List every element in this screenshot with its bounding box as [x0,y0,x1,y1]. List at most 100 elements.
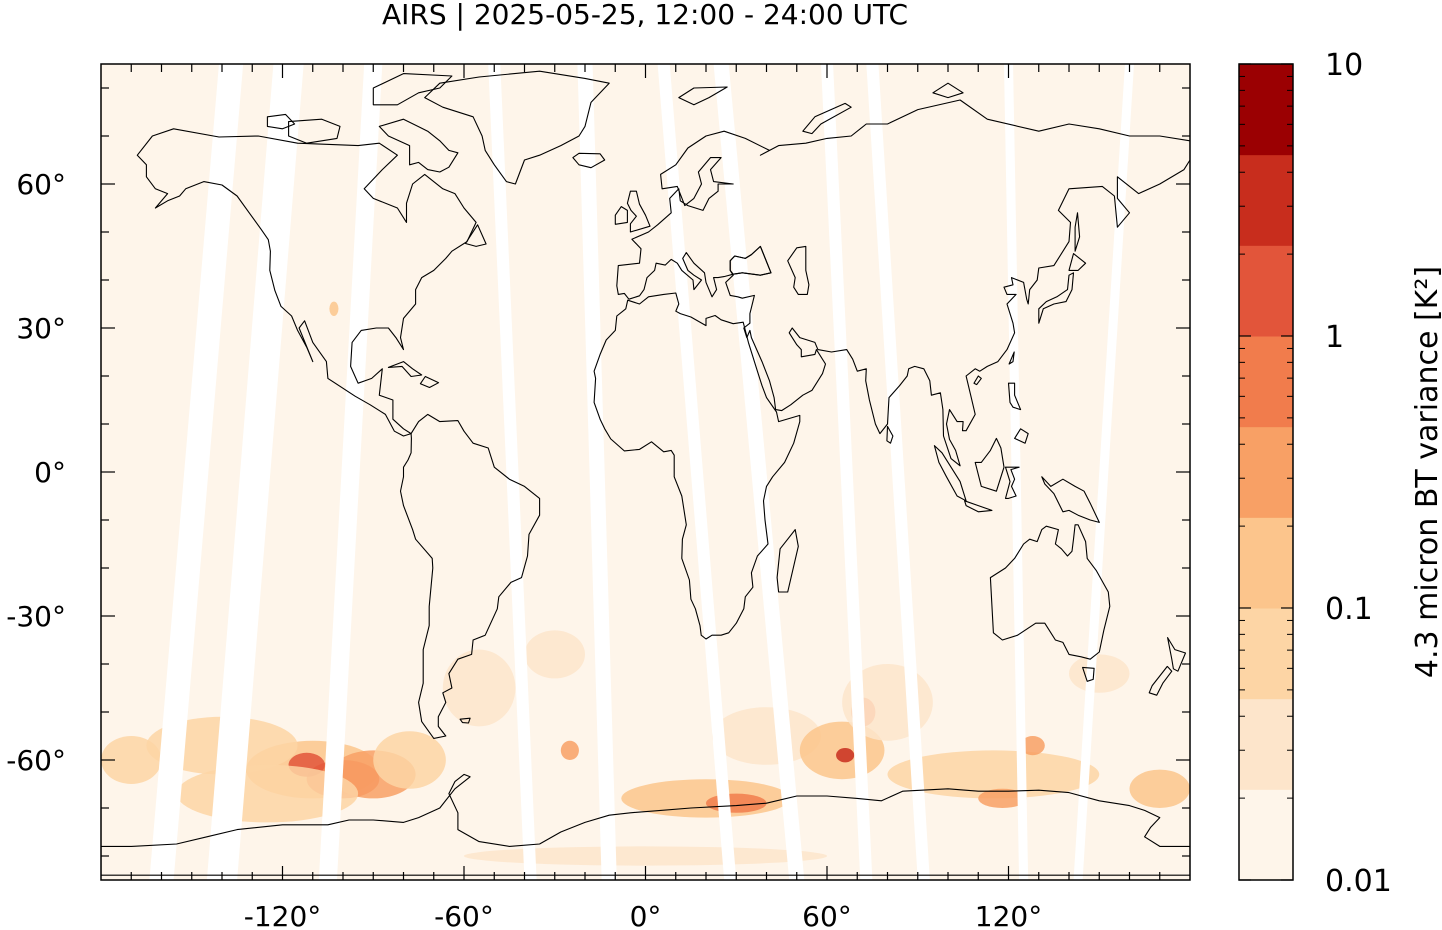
coastline-hainan [973,375,982,386]
variance-patch-7 [373,731,446,789]
lon-tick-label: -120° [244,900,322,930]
variance-patch-17 [887,750,1100,799]
lat-tick-label: 60° [16,168,66,201]
map-ticks [101,64,1190,880]
swath-gap-2 [318,64,383,880]
coastline-north-america [136,128,477,437]
lon-tick-label: -60° [434,900,494,930]
map-plot-area [101,64,1190,880]
coastline-antarctica [101,773,1190,876]
swath-gap-5 [657,64,737,880]
coastline-iceland [572,152,606,169]
variance-patch-18 [978,788,1027,809]
coastline-japan [1038,272,1075,324]
coastline-south-america [399,413,541,739]
swath-gap-1 [206,64,304,880]
coastline-tasmania [1082,666,1095,682]
coastline-philippines-mindanao [1014,428,1029,444]
lon-tick-label: 60° [802,900,852,930]
variance-patch-21 [1069,654,1130,693]
coastline-hispaniola [419,375,440,389]
coastline-black-sea-fill [729,245,772,276]
variance-patch-12 [712,707,821,765]
variance-patch-24 [464,846,827,866]
coastline-banks-island [266,113,296,130]
coastline-new-guinea [1041,476,1100,523]
swath-gaps [149,64,1135,880]
variance-patch-14 [836,748,855,763]
lat-tick-label: -30° [6,600,66,633]
colorbar-tick-label: 1 [1325,320,1344,355]
swath-gap-0 [149,64,244,880]
coastline-sulawesi [1004,466,1020,499]
coastlines [101,70,1190,876]
colorbar-swatch-7 [1239,154,1293,246]
colorbar-swatches [1239,64,1293,881]
colorbar-frame [1238,63,1294,881]
coastline-nz-south [1148,665,1173,696]
lat-tick-label: -60° [6,744,66,777]
variance-patch-9 [524,630,585,679]
variance-patch-8 [442,649,516,727]
colorbar-tick-label: 10 [1325,48,1363,83]
colorbar-swatch-6 [1239,245,1293,337]
colorbar-swatch-8 [1239,64,1293,156]
coastline-philippines-luzon [1007,382,1022,411]
coastline-novaya-zemlya [802,102,852,135]
colorbar-swatch-4 [1239,426,1293,518]
coastline-hokkaido [1068,253,1087,271]
variance-patch-22 [329,301,339,316]
coastline-africa [593,292,801,640]
coastline-great-britain [626,190,651,233]
variance-patch-6 [101,736,162,784]
coastline-australia [989,524,1111,660]
coastline-sumatra [933,445,967,502]
lat-tick-label: 30° [16,312,66,345]
coastline-victoria-island [288,118,341,144]
colorbar-tick-label: 0.01 [1325,864,1392,899]
coastline-newfoundland [464,224,487,247]
coastline-nz-north [1167,637,1187,672]
variance-patch-11 [706,793,767,813]
colorbar-swatch-1 [1239,698,1293,790]
colorbar-label: 4.3 micron BT variance [K²] [1410,266,1442,678]
variance-patch-19 [1020,736,1045,756]
longitude-axis: -120° -60° 0° 60° 120° [244,900,1043,930]
swath-gap-4 [577,64,617,880]
swath-gap-8 [866,64,930,880]
colorbar: 10 1 0.1 0.01 4.3 micron BT variance [K²] [1238,48,1442,899]
colorbar-swatch-2 [1239,608,1293,700]
swath-gap-6 [713,64,805,880]
coastline-greenland [424,70,610,185]
lon-tick-label: 120° [975,900,1042,930]
coastline-svalbard [678,86,728,106]
swath-gap-7 [820,64,873,880]
colorbar-tick-label: 0.1 [1325,592,1373,627]
colorbar-swatch-0 [1239,789,1293,881]
coastline-taiwan [1008,351,1015,365]
coastline-madagascar [776,529,799,593]
colorbar-swatch-5 [1239,336,1293,428]
swath-gap-9 [1003,64,1029,880]
colorbar-ticks: 10 1 0.1 0.01 [1239,48,1392,899]
coastline-severnaya [932,82,964,99]
coastline-java [964,500,993,513]
coastline-ireland [614,206,628,225]
latitude-axis: 60° 30° 0° -30° -60° [6,168,66,777]
coastline-cuba [387,361,423,378]
coastline-baffin [378,118,459,173]
swath-gap-10 [1073,64,1135,880]
swath-gap-3 [488,64,537,880]
variance-patch-23 [560,740,579,761]
chart-title: AIRS | 2025-05-25, 12:00 - 24:00 UTC [381,0,909,31]
lon-tick-label: 0° [630,900,662,930]
coastline-sakhalin [1074,212,1081,252]
variance-patch-20 [1129,769,1190,808]
lat-tick-label: 0° [34,456,66,489]
coastline-sri-lanka [886,425,894,444]
coastline-caspian [787,245,810,295]
coastline-falklands [459,717,471,724]
coastline-borneo [974,437,1005,492]
coastline-ellesmere [372,73,453,106]
